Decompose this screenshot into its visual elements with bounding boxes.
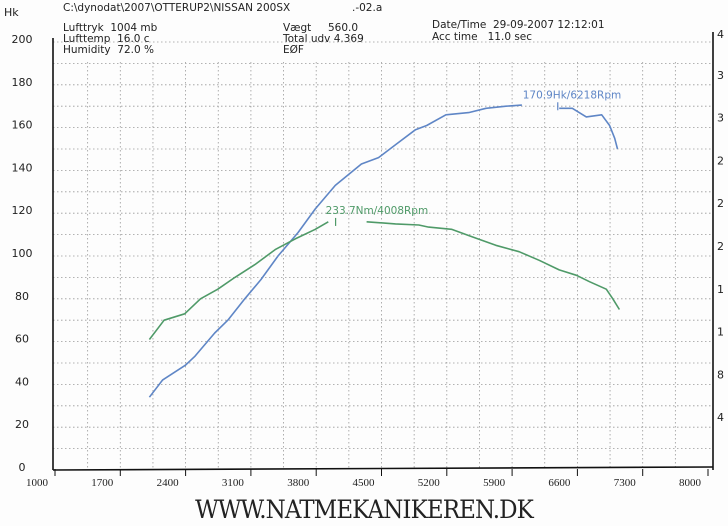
x-tick-label: 2400 [157,477,180,489]
y2-tick-label: 3 [717,112,724,125]
x-tick-label: 1700 [91,477,114,489]
date-time: Date/Time 29-09-2007 12:12:01 [432,19,605,31]
y-tick-label: 200 [12,33,33,46]
x-tick-label: 1000 [26,477,49,489]
x-tick-label: 5900 [483,477,506,489]
y-tick-label: 120 [12,204,33,217]
x-tick-label: 8000 [679,477,702,489]
y-tick-label: 20 [15,418,29,431]
acc-time: Acc time 11.0 sec [432,31,533,43]
lufttemp: Lufttemp 16.0 c [63,33,150,45]
y2-tick-label: 1 [717,283,724,296]
torque-curve-peak-label: 233.7Nm/4008Rpm [326,205,429,217]
x-tick-label: 4500 [353,477,376,489]
file-path: C:\dynodat\2007\OTTERUP2\NISSAN 200SX [63,2,291,14]
y2-tick-label: 4 [717,411,724,424]
y-tick-label: 180 [12,76,33,89]
y-tick-label: 140 [12,161,33,174]
x-tick-label: 7300 [614,477,637,489]
y2-tick-label: 1 [717,326,724,339]
y2-tick-label: 2 [717,154,724,167]
lufttryk: Lufttryk 1004 mb [63,22,158,34]
x-tick-label: 6600 [548,477,571,489]
file-suffix: .-02.a [352,2,383,14]
y-tick-label: 0 [19,461,26,474]
y-tick-label: 160 [12,119,33,132]
humidity: Humidity 72.0 % [63,44,154,56]
vaegt: Vægt 560.0 [283,22,359,34]
power-curve [559,107,619,150]
torque-curve [366,221,621,310]
y2-tick-label: 4 [717,28,724,41]
x-tick-label: 3800 [287,477,310,489]
y2-tick-label: 2 [717,197,724,210]
x-tick-label: 5200 [418,477,441,489]
y2-tick-label: 2 [717,240,724,253]
y-tick-label: 40 [15,375,29,388]
y2-tick-label: 3 [717,69,724,82]
y-tick-label: 80 [15,290,29,303]
y-axis-unit-label: Hk [4,6,19,19]
x-tick-label: 3100 [222,477,245,489]
eof: EØF [283,44,304,56]
y2-tick-label: 8 [717,368,724,381]
power-curve [148,104,522,398]
website-footer: WWW.NATMEKANIKEREN.DK [195,495,534,524]
y-tick-label: 100 [12,247,33,260]
y-tick-label: 60 [15,333,29,346]
x-axis [52,466,714,471]
power-curve-peak-label: 170.9Hk/6218Rpm [523,89,621,101]
torque-curve [148,221,329,340]
